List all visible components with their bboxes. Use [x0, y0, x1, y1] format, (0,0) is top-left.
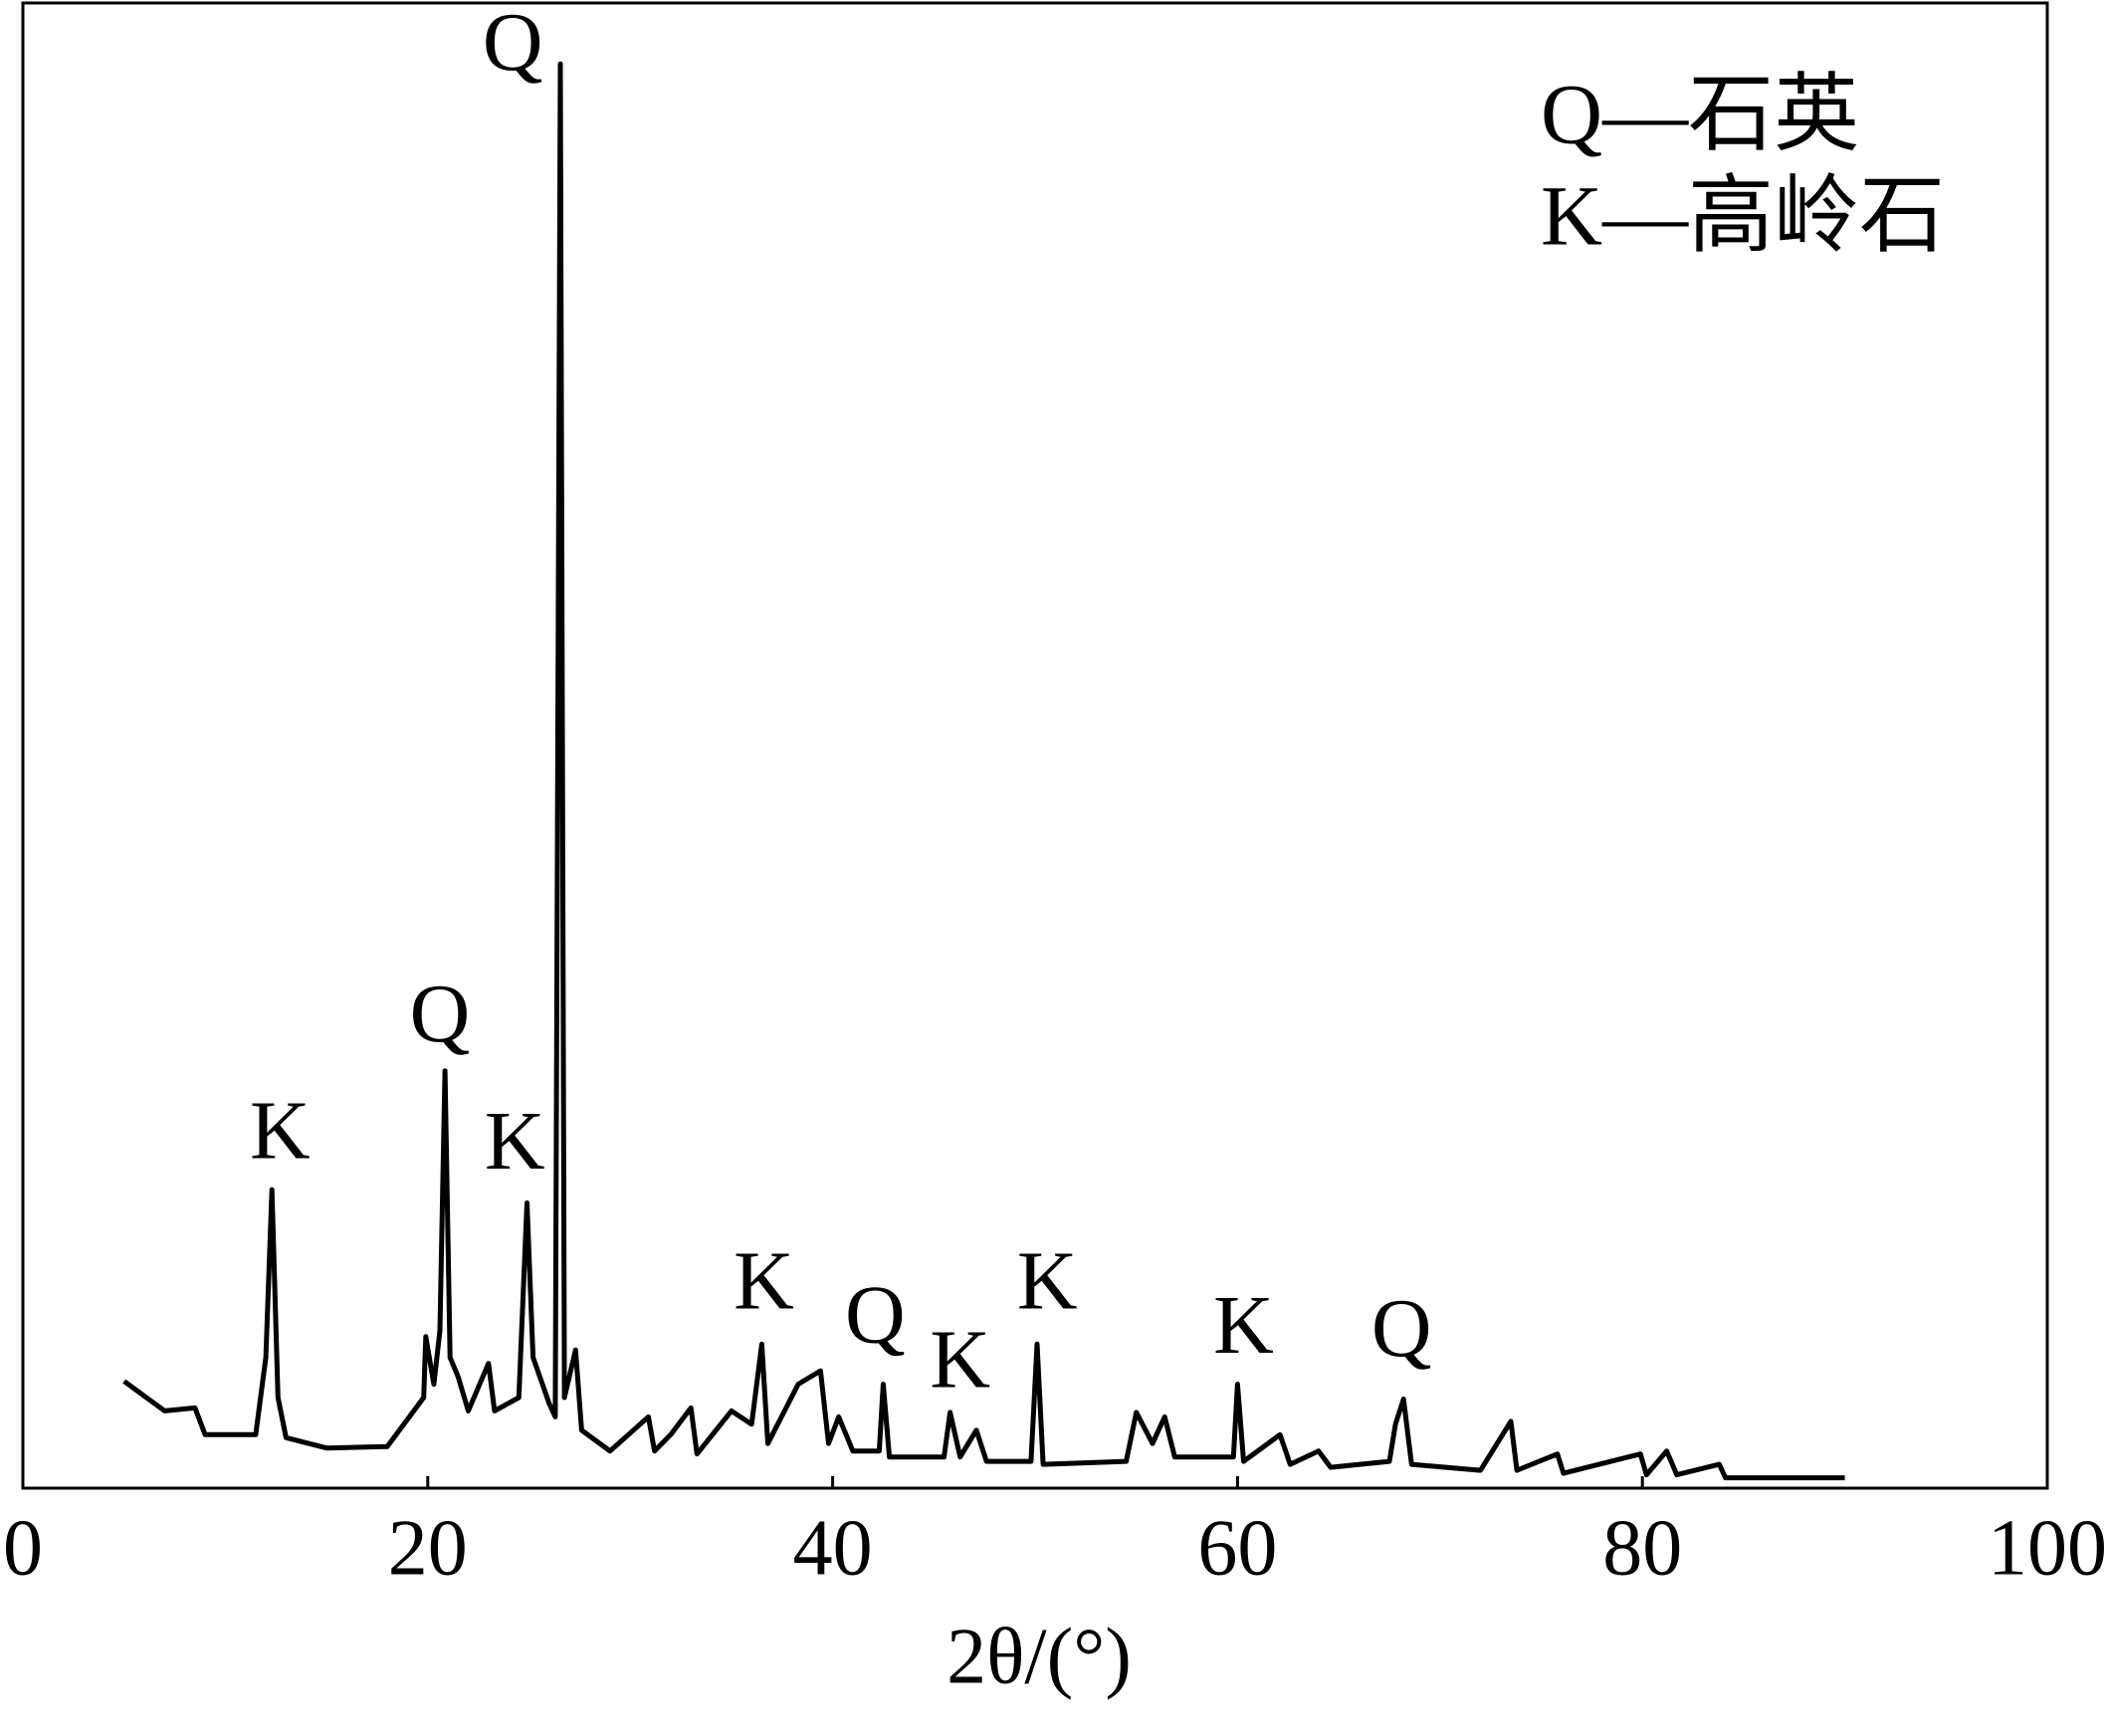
x-tick-label: 40	[793, 1504, 873, 1592]
peak-label: K	[1213, 1279, 1274, 1372]
x-tick-label: 60	[1197, 1504, 1277, 1592]
peak-label: K	[485, 1095, 545, 1188]
plot-frame	[21, 1, 2049, 1490]
x-tick-label: 0	[3, 1504, 43, 1592]
legend-text: Q—石英	[1541, 67, 1859, 162]
peak-label: K	[734, 1234, 794, 1327]
peak-label: Q	[845, 1269, 906, 1362]
x-axis-label: 2θ/(°)	[947, 1613, 1132, 1700]
legend-text: K—高岭石	[1541, 168, 1945, 264]
peak-label: K	[930, 1313, 990, 1406]
peak-label: K	[1017, 1234, 1078, 1327]
peak-label: Q	[410, 968, 471, 1060]
peak-label: K	[250, 1085, 311, 1178]
peak-label: Q	[1371, 1282, 1432, 1375]
peak-label: Q	[483, 0, 543, 89]
x-tick-label: 20	[388, 1504, 468, 1592]
xrd-line	[122, 61, 1845, 1481]
x-tick-label: 80	[1602, 1504, 1682, 1592]
x-tick-label: 100	[1988, 1504, 2106, 1592]
